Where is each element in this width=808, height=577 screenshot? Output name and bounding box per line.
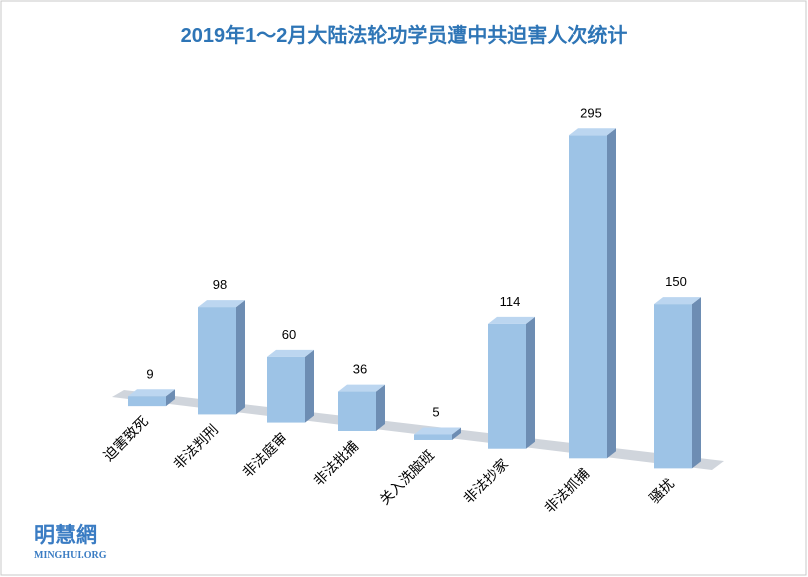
value-label: 5 <box>432 404 439 419</box>
bar-side <box>376 384 385 431</box>
value-label: 36 <box>353 362 367 377</box>
logo-text: 明慧網 <box>34 523 97 547</box>
bar-side <box>607 128 616 459</box>
bar-side <box>166 389 175 407</box>
bar-side <box>452 427 461 440</box>
bar-side <box>692 297 701 469</box>
logo-url: MINGHUI.ORG <box>34 550 107 561</box>
bar <box>569 135 607 459</box>
bar-top <box>654 297 701 305</box>
chart-title: 2019年1～2月大陆法轮功学员遭中共迫害人次统计 <box>181 23 628 47</box>
value-label: 9 <box>146 366 153 381</box>
bar <box>128 396 166 407</box>
bar-top <box>569 128 616 136</box>
value-label: 98 <box>213 277 227 292</box>
bar <box>338 391 376 431</box>
bar-top <box>338 384 385 392</box>
bar-top <box>267 349 314 357</box>
value-label: 114 <box>500 294 521 309</box>
bar-top <box>198 300 245 308</box>
bar-top <box>488 316 535 324</box>
bar-side <box>305 349 314 423</box>
bar-side <box>236 300 245 415</box>
bar <box>267 356 305 423</box>
bar <box>198 307 236 415</box>
value-label: 60 <box>282 327 296 342</box>
bar-top <box>128 389 175 397</box>
bar <box>488 323 526 449</box>
bar-top <box>414 427 461 435</box>
bar <box>654 304 692 469</box>
value-label: 150 <box>665 274 687 289</box>
value-label: 295 <box>580 105 602 120</box>
bar-side <box>526 316 535 449</box>
bar <box>414 434 452 440</box>
